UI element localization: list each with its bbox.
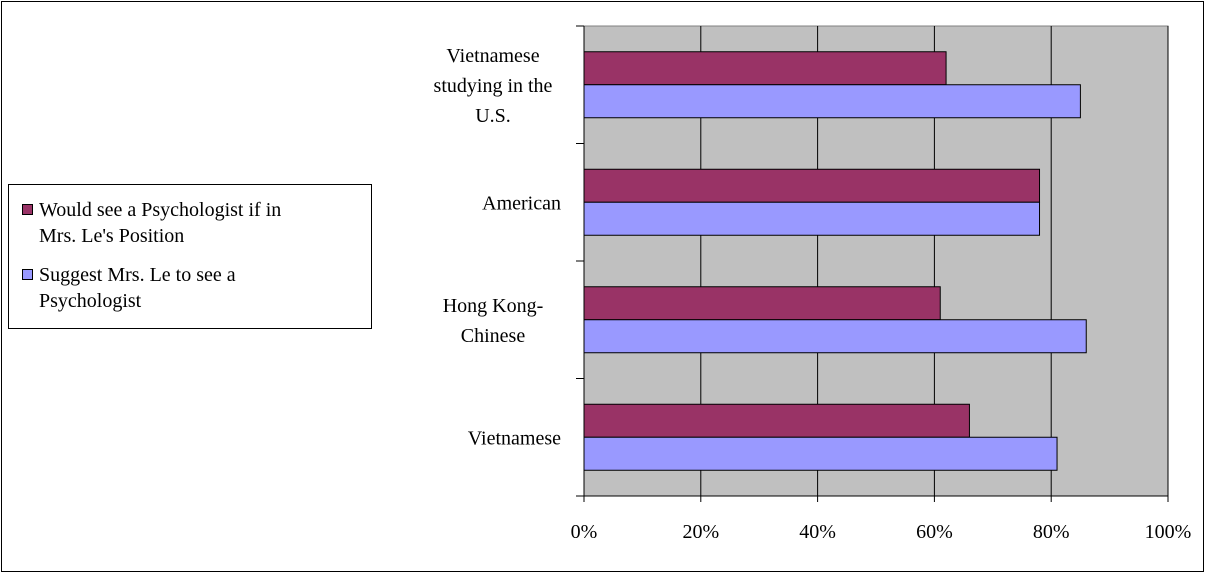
x-tick-label: 0% <box>571 521 598 543</box>
legend-label-line: Mrs. Le's Position <box>39 225 185 247</box>
category-label: American <box>482 192 561 214</box>
legend-label-line: Suggest Mrs. Le to see a <box>39 264 236 286</box>
legend-label-line: Psychologist <box>39 290 142 312</box>
x-tick-label: 20% <box>682 521 719 543</box>
bar <box>583 201 1041 236</box>
category-label: Hong Kong- <box>443 295 544 317</box>
bar <box>583 51 947 86</box>
legend-item-would-see: Would see a Psychologist if in Mrs. Le's… <box>22 197 367 249</box>
bar <box>583 84 1081 119</box>
legend-swatch-would-see <box>22 204 33 215</box>
category-label: Vietnamese <box>468 427 561 449</box>
category-label: Vietnamese <box>446 45 539 67</box>
bar <box>583 403 970 438</box>
bar <box>583 168 1041 203</box>
legend-label-line: Would see a Psychologist if in <box>39 199 282 221</box>
legend-swatch-suggest <box>22 269 33 280</box>
category-label: studying in the <box>434 75 553 97</box>
bar <box>583 286 941 321</box>
x-tick-label: 100% <box>1145 521 1192 543</box>
bar <box>583 319 1087 354</box>
legend-item-suggest: Suggest Mrs. Le to see a Psychologist <box>22 262 367 314</box>
legend: Would see a Psychologist if in Mrs. Le's… <box>8 184 372 329</box>
x-tick-label: 40% <box>799 521 836 543</box>
legend-label-suggest: Suggest Mrs. Le to see a Psychologist <box>39 262 236 314</box>
x-tick-label: 60% <box>916 521 953 543</box>
category-label: Chinese <box>461 325 526 347</box>
category-label: U.S. <box>475 105 511 127</box>
x-tick-label: 80% <box>1033 521 1070 543</box>
bar <box>583 436 1058 471</box>
legend-label-would-see: Would see a Psychologist if in Mrs. Le's… <box>39 197 281 249</box>
